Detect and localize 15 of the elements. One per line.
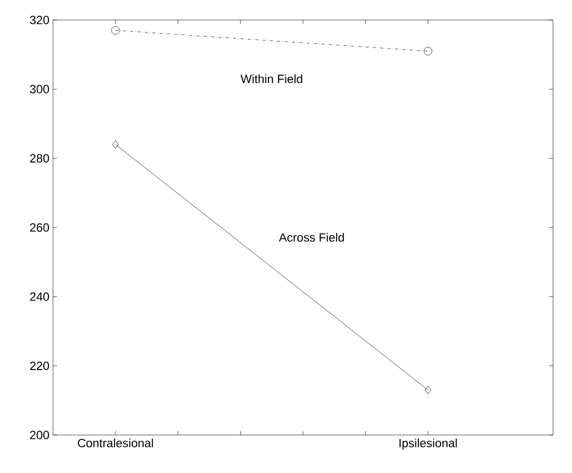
x-tick-label: Ipsilesional xyxy=(400,438,457,450)
text: Across Field xyxy=(278,232,344,242)
text: Within Field xyxy=(240,74,302,84)
point xyxy=(424,386,432,394)
y-tick-label: 200 xyxy=(30,430,50,440)
y-tick-label: 220 xyxy=(30,362,50,370)
point xyxy=(112,140,119,149)
point xyxy=(111,26,120,35)
point xyxy=(424,46,432,56)
x-tick-label: Contralesional xyxy=(78,438,153,448)
y-tick-label: 240 xyxy=(30,292,50,301)
y-tick-label: 300 xyxy=(30,84,50,94)
y-tick-label: 260 xyxy=(30,223,50,232)
y-tick-label: 320 xyxy=(30,16,50,24)
y-tick-label: 280 xyxy=(30,154,50,163)
